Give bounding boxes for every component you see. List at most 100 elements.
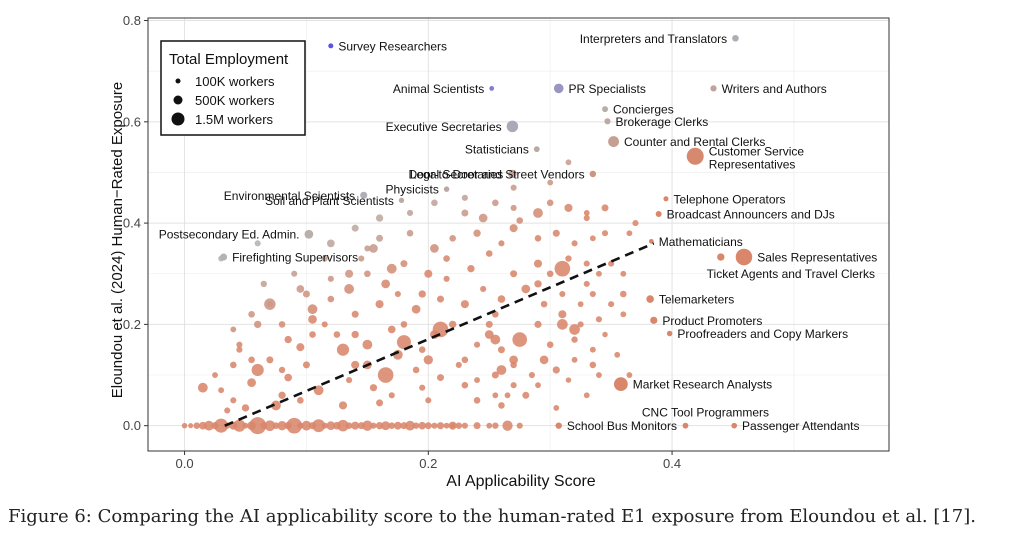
data-point	[351, 310, 359, 318]
labeled-point	[555, 422, 562, 429]
labeled-point	[613, 377, 628, 392]
data-point	[337, 419, 349, 432]
labeled-point	[443, 186, 450, 192]
data-point	[589, 290, 596, 298]
data-point	[490, 334, 501, 345]
data-point	[386, 263, 397, 274]
legend-entry-2: 500K workers	[195, 93, 275, 108]
data-point	[480, 285, 487, 293]
labeled-point	[735, 248, 753, 266]
data-point	[492, 199, 499, 207]
data-point	[181, 422, 188, 429]
data-point	[376, 399, 384, 407]
data-point	[569, 324, 580, 335]
data-point	[406, 209, 414, 217]
labeled-point	[731, 422, 738, 429]
labeled-point	[682, 422, 689, 429]
data-point	[535, 382, 541, 389]
data-point	[528, 371, 535, 379]
data-point	[449, 320, 457, 329]
data-point	[388, 392, 395, 399]
data-point	[230, 361, 237, 369]
points-layer	[181, 159, 639, 435]
data-point	[248, 356, 255, 364]
data-point	[498, 240, 505, 247]
point-label: Environmental Scientists	[224, 189, 355, 203]
point-label: Door-to-Door and Street Vendors	[409, 167, 585, 181]
data-point	[509, 355, 518, 365]
data-point	[626, 372, 633, 378]
data-point	[577, 301, 584, 308]
data-point	[321, 255, 328, 262]
data-point	[596, 372, 602, 378]
data-point	[188, 423, 194, 429]
data-point	[496, 365, 507, 375]
data-point	[264, 298, 276, 310]
labeled-point	[663, 196, 669, 202]
legend-marker-medium	[173, 95, 183, 105]
legend-marker-large	[171, 112, 185, 126]
data-point	[309, 331, 316, 338]
labeled-point	[604, 118, 611, 125]
data-point	[559, 290, 566, 298]
data-point	[430, 244, 439, 253]
scatter-figure: Survey Researchers Interpreters and Trans…	[109, 13, 890, 490]
data-point	[249, 417, 267, 435]
data-point	[510, 270, 518, 278]
data-point	[321, 422, 328, 429]
point-label: CNC Tool Programmers	[642, 406, 769, 420]
data-point	[375, 422, 384, 430]
data-point	[381, 279, 391, 289]
data-point	[375, 300, 384, 309]
labeled-points-layer	[220, 34, 753, 429]
point-label: Counter and Rental Clerks	[624, 135, 765, 149]
data-point	[473, 229, 481, 237]
data-point	[497, 346, 505, 354]
y-tick-label: 0.8	[123, 13, 141, 28]
data-point	[436, 374, 445, 382]
point-label: Customer Service Representatives	[709, 144, 805, 171]
data-point	[236, 341, 243, 348]
data-point	[345, 269, 354, 278]
data-point	[497, 295, 506, 303]
data-point	[510, 184, 517, 191]
data-point	[396, 335, 411, 350]
data-point	[436, 295, 445, 303]
point-label: Executive Secretaries	[386, 120, 502, 134]
point-label: Soil and Plant Scientists	[265, 194, 394, 208]
data-point	[596, 270, 602, 277]
trend-line	[224, 242, 655, 427]
legend-marker-small	[175, 78, 181, 84]
labeled-point	[655, 210, 662, 217]
point-label: Interpreters and Translators	[580, 32, 727, 46]
data-point	[557, 319, 568, 330]
data-point	[423, 355, 433, 365]
data-point	[193, 422, 201, 429]
point-label: Passenger Attendants	[742, 419, 859, 433]
data-point	[577, 321, 584, 328]
labeled-point	[646, 295, 654, 303]
data-point	[436, 422, 445, 430]
data-point	[589, 235, 596, 242]
data-point	[251, 363, 264, 377]
data-point	[312, 419, 326, 433]
y-tick-label: 0.6	[123, 114, 141, 129]
data-point	[533, 208, 543, 218]
data-point	[443, 255, 450, 262]
figure-caption: Figure 6: Comparing the AI applicability…	[8, 506, 976, 527]
data-point	[236, 346, 243, 353]
data-point	[589, 346, 596, 353]
point-label: Ticket Agents and Travel Clerks	[707, 267, 875, 281]
data-point	[333, 331, 341, 338]
data-point	[224, 407, 231, 414]
data-point	[461, 194, 468, 201]
data-point	[241, 404, 250, 412]
data-point	[362, 339, 373, 350]
data-point	[197, 382, 208, 393]
data-point	[233, 419, 246, 432]
point-label: Animal Scientists	[393, 82, 484, 96]
data-point	[516, 422, 523, 429]
data-point	[509, 224, 518, 233]
data-point	[376, 234, 384, 242]
point-label: Sales Representatives	[757, 251, 877, 265]
